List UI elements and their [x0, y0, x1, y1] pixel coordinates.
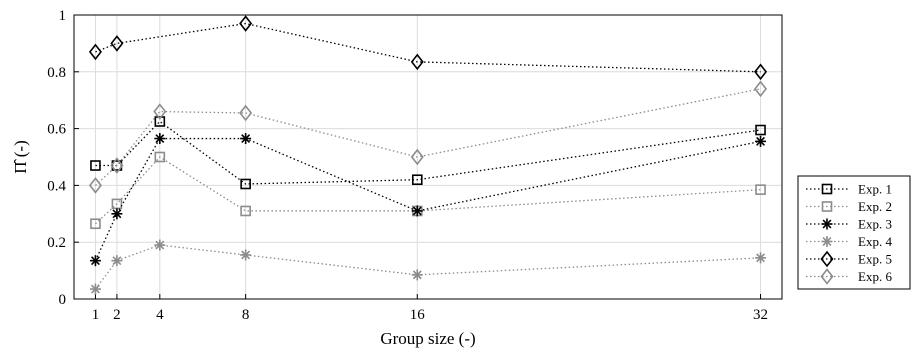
y-tick-label: 0.2	[47, 235, 66, 251]
data-point	[153, 103, 167, 120]
x-tick-label: 1	[92, 307, 100, 323]
y-tick-label: 1	[59, 8, 67, 24]
grid	[74, 14, 782, 300]
data-point	[110, 35, 124, 52]
series-line	[95, 156, 761, 225]
data-point	[90, 218, 101, 230]
legend-item: Exp. 1	[806, 182, 892, 197]
data-point	[820, 250, 834, 268]
data-point	[410, 53, 424, 71]
y-tick-label: 0.6	[47, 122, 66, 138]
data-point	[240, 133, 252, 145]
data-point	[88, 43, 102, 61]
data-point	[240, 178, 251, 190]
data-point	[154, 151, 166, 163]
data-point	[154, 133, 166, 145]
data-point	[88, 177, 102, 194]
series-line	[94, 137, 761, 261]
y-tick-label: 0.4	[47, 178, 66, 194]
data-point	[821, 201, 833, 212]
legend-item: Exp. 3	[806, 217, 892, 232]
data-point	[111, 208, 123, 220]
y-tick-label: 0.8	[47, 65, 66, 81]
data-point	[110, 157, 124, 174]
series-exp-4	[89, 239, 767, 295]
data-point	[754, 63, 768, 81]
data-point	[89, 255, 101, 267]
series-exp-5	[88, 15, 768, 81]
x-tick-label: 32	[753, 307, 768, 323]
data-point	[111, 255, 123, 267]
series-exp-3	[89, 133, 767, 267]
data-point	[240, 205, 251, 217]
data-point	[154, 116, 166, 127]
data-point	[411, 174, 423, 186]
series-line	[95, 22, 761, 73]
series-group	[88, 15, 768, 295]
data-point	[89, 283, 101, 295]
data-point	[90, 160, 101, 171]
x-tick-label: 2	[113, 307, 121, 323]
data-point	[240, 249, 252, 261]
legend-label: Exp. 4	[858, 234, 892, 249]
legend-item: Exp. 2	[806, 199, 892, 214]
legend-item: Exp. 5	[806, 250, 892, 268]
data-point	[820, 268, 834, 285]
series-line	[94, 244, 761, 290]
legend-label: Exp. 3	[858, 217, 892, 232]
legend: Exp. 1 Exp. 2 Exp. 3 Exp. 4 Exp. 5 Exp. 6	[797, 175, 911, 290]
data-point	[154, 239, 166, 251]
data-point	[755, 252, 767, 264]
data-point	[411, 205, 423, 217]
data-point	[239, 104, 253, 122]
data-point	[821, 183, 833, 195]
series-exp-2	[90, 151, 766, 230]
x-tick-label: 4	[156, 307, 164, 323]
legend-item: Exp. 6	[806, 268, 892, 285]
legend-label: Exp. 5	[858, 252, 892, 267]
data-point	[755, 184, 766, 195]
data-point	[821, 218, 833, 230]
series-line	[95, 88, 761, 186]
data-point	[755, 124, 766, 136]
series-line	[95, 120, 761, 185]
series-exp-6	[88, 80, 768, 194]
data-point	[754, 80, 768, 98]
x-tick-label: 16	[410, 307, 426, 323]
series-exp-1	[90, 116, 766, 190]
x-tick-label: 8	[242, 307, 250, 323]
legend-label: Exp. 1	[858, 182, 892, 197]
legend-box	[797, 175, 911, 290]
x-axis-label: Group size (-)	[380, 329, 475, 348]
y-axis-label: Π̂ (-)	[11, 140, 30, 174]
legend-item: Exp. 4	[806, 234, 892, 249]
data-point	[411, 269, 423, 281]
data-point	[410, 148, 424, 166]
data-point	[755, 135, 767, 147]
data-point	[239, 15, 253, 32]
legend-label: Exp. 6	[858, 269, 892, 284]
y-tick-label: 0	[59, 292, 67, 308]
plot-frame	[73, 14, 783, 300]
legend-label: Exp. 2	[858, 199, 892, 214]
data-point	[821, 236, 833, 247]
